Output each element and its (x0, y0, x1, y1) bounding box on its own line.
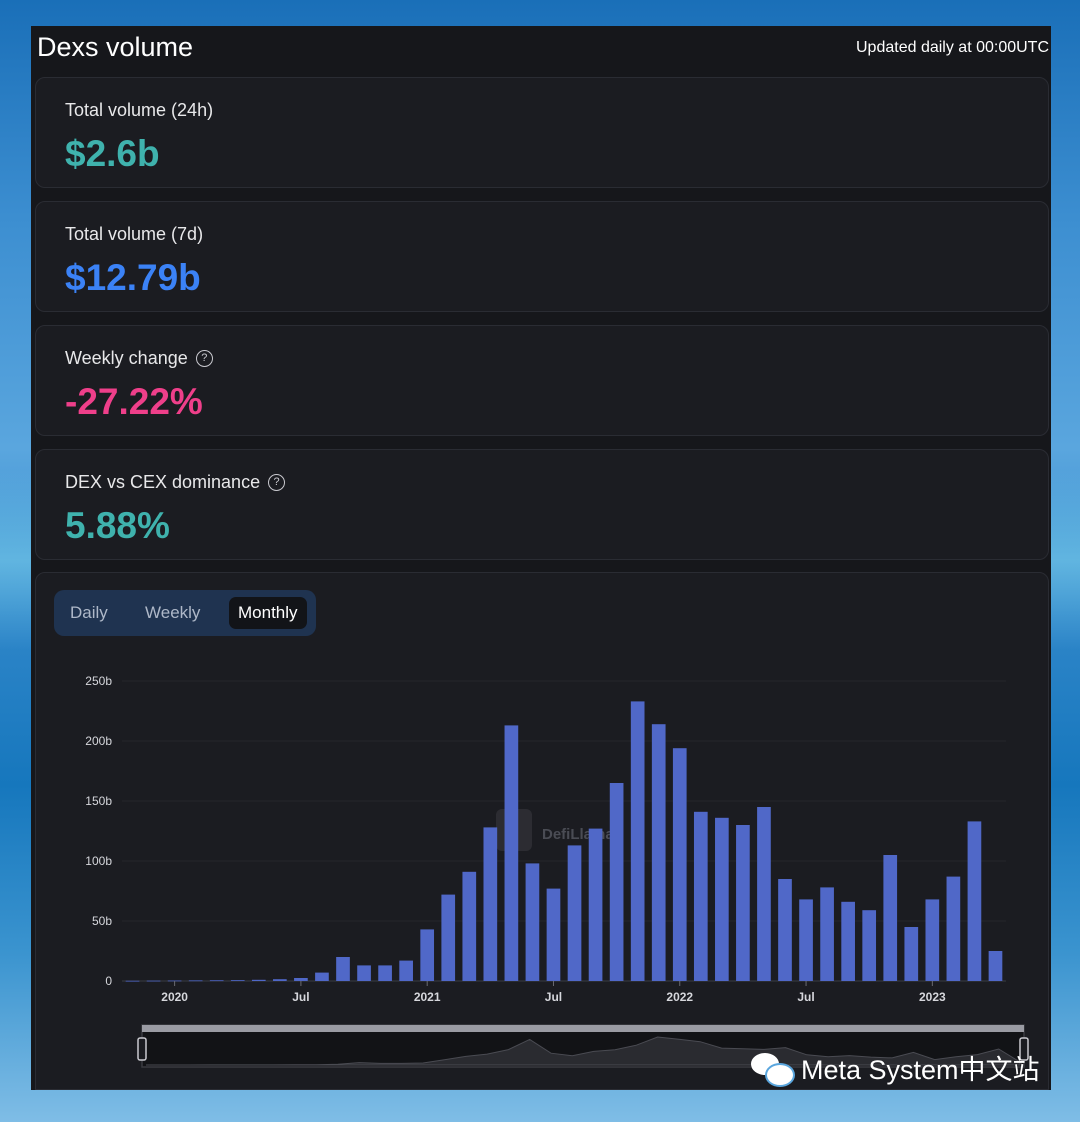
weekly-change-card: Weekly change ? -27.22% (35, 325, 1049, 436)
bar-2022-08[interactable] (820, 887, 834, 981)
brush-minimap (146, 1036, 1021, 1066)
brush-handle-right[interactable] (1019, 1037, 1029, 1061)
total-volume-24h-value: $2.6b (65, 133, 160, 174)
y-tick-label: 0 (105, 974, 112, 988)
bar-2023-01[interactable] (925, 899, 940, 981)
bar-2019-11[interactable] (125, 980, 140, 982)
bar-2022-12[interactable] (904, 927, 919, 981)
range-brush[interactable] (137, 1024, 1029, 1068)
y-tick-label: 200b (85, 734, 112, 748)
bar-2022-01[interactable] (672, 748, 687, 981)
volume-chart-card: Daily Weekly Monthly DefiLlama 0 50b 100b 1… (35, 572, 1049, 1090)
bar-2021-08[interactable] (567, 845, 582, 981)
bar-2021-04[interactable] (483, 827, 498, 981)
bar-2021-07[interactable] (546, 888, 561, 981)
watermark-text: DefiLlama (542, 826, 614, 843)
bar-2021-02[interactable] (441, 894, 456, 981)
bar-2022-03[interactable] (715, 817, 729, 981)
brush-top-bar[interactable] (142, 1025, 1024, 1032)
total-volume-7d-card: Total volume (7d) $12.79b (35, 201, 1049, 312)
y-tick-label: 250b (85, 674, 112, 688)
help-icon[interactable]: ? (268, 474, 286, 491)
bar-2022-07[interactable] (799, 899, 813, 981)
tab-daily[interactable]: Daily (70, 603, 108, 622)
bar-2023-02[interactable] (946, 876, 961, 981)
brush-handle-left[interactable] (137, 1037, 147, 1061)
bar-2023-03[interactable] (967, 821, 982, 981)
bar-2020-07[interactable] (294, 978, 308, 981)
card-label: Total volume (7d) (65, 224, 203, 245)
x-tick-label: Jul (797, 990, 814, 1004)
wechat-watermark: Meta System中文站 (749, 1048, 1040, 1087)
bar-2022-11[interactable] (883, 855, 898, 981)
total-volume-24h-card: Total volume (24h) $2.6b (35, 77, 1049, 188)
x-tick-label: 2021 (414, 990, 441, 1004)
x-tick-label: 2020 (161, 990, 188, 1004)
wechat-icon (749, 1051, 795, 1087)
bar-2022-02[interactable] (693, 811, 708, 981)
bar-2021-01[interactable] (420, 929, 435, 981)
card-label: DEX vs CEX dominance ? (65, 472, 286, 493)
bar-2020-05[interactable] (251, 979, 266, 981)
bar-2021-11[interactable] (630, 701, 645, 981)
y-tick-label: 100b (85, 854, 112, 868)
bar-2022-06[interactable] (778, 879, 792, 981)
x-tick-label: Jul (545, 990, 562, 1004)
bar-2020-04[interactable] (230, 980, 245, 981)
y-tick-label: 150b (85, 794, 112, 808)
bar-2022-04[interactable] (736, 825, 750, 981)
wechat-account-name: Meta System中文站 (801, 1055, 1040, 1085)
total-volume-7d-value: $12.79b (65, 257, 201, 298)
card-label: Total volume (24h) (65, 100, 213, 121)
bar-2021-06[interactable] (525, 863, 540, 981)
bar-2021-10[interactable] (609, 783, 624, 981)
page-title: Dexs volume (37, 32, 194, 62)
bar-2021-05[interactable] (504, 725, 519, 981)
help-icon[interactable]: ? (195, 350, 213, 367)
card-label-text: Total volume (24h) (65, 100, 214, 120)
bar-2021-03[interactable] (462, 871, 477, 981)
y-tick-label: 50b (92, 914, 112, 928)
update-note: Updated daily at 00:00UTC (856, 39, 1049, 56)
tab-monthly[interactable]: Monthly (229, 597, 307, 629)
tab-weekly[interactable]: Weekly (145, 603, 201, 622)
bar-2021-09[interactable] (588, 828, 603, 981)
bar-2019-12[interactable] (146, 980, 161, 982)
bar-2023-04[interactable] (988, 951, 1003, 981)
dex-vs-cex-value: 5.88% (65, 505, 170, 546)
bar-2020-12[interactable] (399, 960, 413, 981)
bar-2022-09[interactable] (841, 901, 855, 981)
x-tick-label: 2023 (919, 990, 946, 1004)
bar-2020-09[interactable] (336, 957, 350, 981)
card-label: Weekly change ? (65, 348, 213, 369)
bar-2020-06[interactable] (273, 979, 287, 981)
card-label-text: DEX vs CEX dominance (65, 472, 261, 492)
bar-2020-01[interactable] (167, 980, 182, 982)
bar-2020-08[interactable] (315, 972, 329, 981)
bar-2020-11[interactable] (378, 965, 392, 981)
bar-2020-02[interactable] (188, 980, 203, 982)
bar-2020-03[interactable] (209, 980, 224, 982)
weekly-change-value: -27.22% (65, 381, 203, 422)
volume-bar-chart: DefiLlama 0 50b 100b 150b 200b 250b 2020 Jul 20… (85, 674, 1029, 1068)
period-tabs: Daily Weekly Monthly (54, 590, 316, 636)
bar-2022-05[interactable] (757, 807, 771, 981)
x-tick-label: Jul (292, 990, 309, 1004)
bar-2020-10[interactable] (357, 965, 371, 981)
card-label-text: Total volume (7d) (65, 224, 204, 244)
bar-2021-12[interactable] (651, 724, 666, 981)
x-tick-label: 2022 (666, 990, 693, 1004)
dex-vs-cex-card: DEX vs CEX dominance ? 5.88% (35, 449, 1049, 560)
card-label-text: Weekly change (65, 348, 188, 368)
dexs-volume-panel: Dexs volume Updated daily at 00:00UTC To… (31, 26, 1051, 1090)
bar-2022-10[interactable] (862, 910, 877, 981)
